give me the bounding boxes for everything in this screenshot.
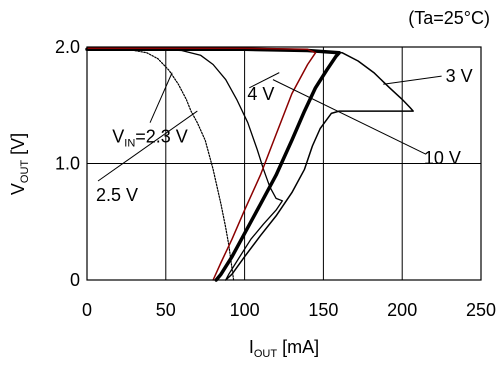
y-axis-label-sub: OUT [19,160,31,184]
x-axis-label: IOUT [mA] [249,337,319,360]
leader-line [97,110,198,182]
series-line [86,48,235,281]
y-tick-label: 1.0 [55,154,80,174]
series-line [86,48,414,281]
series-label: 2.5 V [96,110,198,205]
x-axis-label-unit: [mA] [277,337,319,357]
series-label-text: 3 V [446,66,473,86]
series-label: VIN=2.3 V [112,72,188,150]
x-axis-label-sub: OUT [254,348,278,360]
series-label-text: 10 V [424,148,461,168]
series-label: 3 V [383,66,473,86]
series-line [86,47,317,281]
x-tick-label: 100 [230,300,260,320]
series-label-value: 4 V [247,84,274,104]
series-label-value: 3 V [446,66,473,86]
y-axis-label-unit: [V] [8,133,28,160]
leader-line [383,75,442,85]
y-axis-label-main: V [8,183,28,195]
y-tick-label: 0 [70,270,80,290]
series-line [86,48,284,281]
leader-line [149,72,173,123]
leader-line [249,72,280,89]
series-label-value: 10 V [424,148,461,168]
series-line [85,47,341,282]
series-label-text: 4 V [247,84,274,104]
series-label-text: 2.5 V [96,185,138,205]
series-label: 10 V [272,79,461,168]
x-tick-label: 150 [308,300,338,320]
series-label-value: 2.5 V [96,185,138,205]
series-label-text: VIN=2.3 V [112,127,188,150]
x-tick-label: 200 [387,300,417,320]
series-label-main: V [112,127,124,147]
leader-line [272,79,427,155]
x-tick-label: 0 [82,300,92,320]
condition-label: (Ta=25°C) [408,8,490,28]
y-tick-label: 2.0 [55,37,80,57]
series-labels: VIN=2.3 V 2.5 V 3 V 4 V 10 V [96,66,473,205]
grid [87,47,481,280]
y-axis-label: VOUT [V] [8,133,31,195]
tick-labels: 0 50 100 150 200 250 0 1.0 2.0 [55,37,496,320]
series-layer [85,47,414,282]
plot-frame [86,46,482,281]
x-tick-label: 250 [466,300,496,320]
series-label: 4 V [247,72,280,104]
x-tick-label: 50 [156,300,176,320]
x-axis-label-main: I [249,337,254,357]
series-label-sub: IN [124,138,135,150]
